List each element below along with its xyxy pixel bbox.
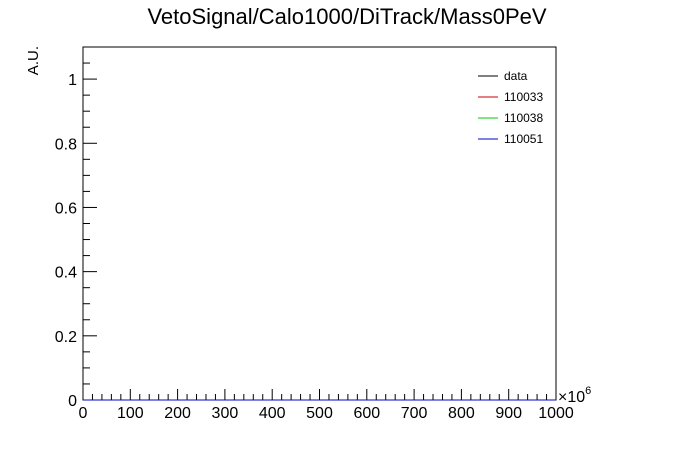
y-tick-label: 0 <box>68 393 77 410</box>
x-tick-label: 0 <box>79 405 88 422</box>
y-tick-label: 0.4 <box>55 265 77 282</box>
x-tick-label: 300 <box>212 405 239 422</box>
legend-label: 110038 <box>504 111 543 125</box>
y-tick-label: 1 <box>68 72 77 89</box>
legend-label: 110051 <box>504 132 543 146</box>
y-tick-label: 0.6 <box>55 200 77 217</box>
x-tick-label: 400 <box>259 405 286 422</box>
y-axis-tick-labels: 0 0.2 0.4 0.6 0.8 1 <box>55 72 77 410</box>
x-tick-label: 900 <box>495 405 522 422</box>
x-axis-ticks <box>82 389 557 400</box>
chart-title: VetoSignal/Calo1000/DiTrack/Mass0PeV <box>147 4 546 29</box>
x-tick-label: 800 <box>448 405 475 422</box>
x-tick-label: 200 <box>164 405 191 422</box>
x-tick-label: 500 <box>306 405 333 422</box>
y-axis-ticks <box>83 46 97 401</box>
x-axis-tick-labels: 0 100 200 300 400 500 600 700 800 900 1000 <box>79 405 574 422</box>
x-exponent-power: 6 <box>585 385 591 397</box>
x-exponent-base: ×10 <box>558 389 585 406</box>
x-tick-label: 600 <box>353 405 380 422</box>
legend-label: data <box>504 69 528 83</box>
x-tick-label: 700 <box>401 405 428 422</box>
y-tick-label: 0.8 <box>55 136 77 153</box>
legend: data 110033 110038 110051 <box>478 69 543 146</box>
y-axis-label: A.U. <box>25 46 42 75</box>
plot-frame <box>82 46 557 401</box>
y-tick-label: 0.2 <box>55 329 77 346</box>
x-tick-label: 100 <box>117 405 144 422</box>
x-axis-exponent: ×106 <box>558 385 591 406</box>
x-tick-label: 1000 <box>538 405 574 422</box>
legend-label: 110033 <box>504 90 543 104</box>
